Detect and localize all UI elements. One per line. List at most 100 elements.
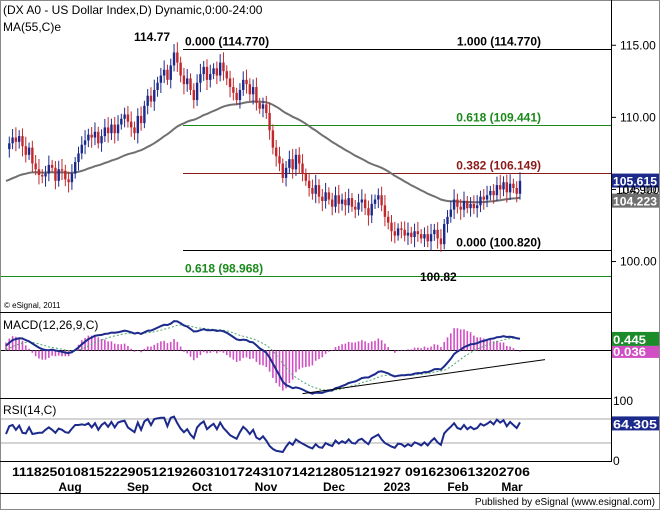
candle-body [80, 144, 83, 154]
candle-body [100, 136, 103, 144]
candle-body [314, 185, 317, 194]
candle-body [416, 231, 420, 235]
macd-last-tag-bg [612, 331, 659, 346]
fib-label: 1.000 (114.770) [457, 35, 541, 49]
fib-label: 0.382 (106.149) [456, 159, 541, 173]
candle-body [337, 195, 340, 204]
candle-body [179, 62, 182, 76]
candle-body [472, 203, 476, 209]
candle-body [429, 234, 433, 242]
candle-body [251, 87, 255, 95]
candle-body [199, 74, 202, 83]
candle-body [350, 198, 354, 207]
candle-body [87, 134, 90, 141]
candle-body [120, 118, 123, 125]
candle-body [439, 238, 443, 245]
candle-body [271, 130, 275, 148]
candle-body [499, 185, 502, 190]
candle-body [209, 74, 212, 80]
ma-last-tag-bg [612, 193, 659, 208]
candle-body [41, 175, 44, 177]
candle-body [265, 104, 268, 114]
candle-body [44, 173, 47, 177]
candle-body [479, 196, 482, 206]
candle-body [133, 127, 136, 134]
candle-body [373, 199, 377, 204]
candle-body [485, 195, 489, 200]
candle-body [232, 87, 235, 93]
x-axis-month-label: Mar [501, 480, 523, 494]
candle-body [410, 232, 413, 238]
candle-body [492, 190, 495, 196]
candle-body [64, 170, 67, 180]
candle-body [505, 182, 509, 193]
candle-body [37, 169, 41, 176]
candle-body [459, 206, 462, 210]
candle-body [235, 92, 238, 101]
candle-body [245, 79, 248, 85]
candle-body [258, 102, 261, 109]
candle-body [466, 200, 469, 209]
ma-last-tag: 104.223 [613, 195, 657, 209]
fibonacci-levels: 0.000 (114.770) 1.000 (114.770) 0.618 (109… [1, 35, 611, 277]
candle-body [321, 196, 324, 201]
candle-body [380, 195, 383, 206]
candle-body [47, 164, 51, 174]
candle-body [446, 216, 449, 225]
rsi-indicator: 0 100 64.305 [1, 394, 659, 468]
last-price-tag-bg [612, 173, 659, 188]
candle-body [452, 199, 456, 210]
candle-body [11, 137, 14, 144]
footer-credit: Published by eSignal (www.esignal.com) [475, 497, 655, 508]
fib-label: 0.618 (98.968) [185, 262, 263, 276]
x-axis-month-label: Sep [127, 480, 149, 494]
candle-body [400, 228, 403, 230]
x-axis-month-label: Oct [192, 480, 212, 494]
candle-body [77, 153, 80, 163]
swing-high-label: 114.77 [134, 30, 170, 44]
candle-body [106, 127, 110, 134]
candle-body [403, 229, 406, 236]
candle-body [242, 79, 245, 90]
candle-body [123, 114, 126, 119]
x-axis-month-label: Nov [255, 480, 278, 494]
candle-body [456, 199, 459, 207]
candle-body [212, 68, 215, 75]
candle-body [413, 231, 416, 238]
candle-body [113, 124, 116, 134]
candle-body [311, 188, 314, 194]
candle-body [449, 209, 453, 217]
candle-body [367, 208, 370, 216]
candle-body [334, 195, 337, 207]
candle-body [261, 104, 265, 109]
candle-body [146, 95, 149, 106]
candle-body [116, 124, 120, 134]
candle-body [24, 146, 27, 155]
candle-body [317, 185, 321, 197]
x-axis-month-label: 2023 [384, 480, 411, 494]
candle-body [182, 75, 186, 85]
candle-body [34, 163, 37, 170]
candle-body [176, 52, 179, 63]
macd-signal-tag-bg [612, 345, 659, 358]
hidden-price-label: 104.900 [616, 183, 660, 197]
candle-body [393, 231, 396, 236]
candle-body [489, 190, 492, 196]
candle-body [443, 224, 446, 245]
price-tick-label: 110.00 [620, 110, 656, 124]
candle-body [57, 169, 60, 181]
candle-body [31, 147, 34, 164]
candle-body [347, 198, 350, 206]
candlesticks [8, 42, 522, 252]
candle-body [419, 234, 423, 239]
candle-body [324, 192, 327, 201]
rsi-line [5, 415, 521, 454]
candle-body [330, 199, 334, 207]
candle-body [307, 180, 311, 188]
candle-body [436, 229, 439, 239]
candle-body [202, 66, 205, 75]
candle-body [97, 131, 100, 144]
candle-body [268, 113, 271, 131]
swing-low-label: 100.82 [420, 270, 457, 284]
